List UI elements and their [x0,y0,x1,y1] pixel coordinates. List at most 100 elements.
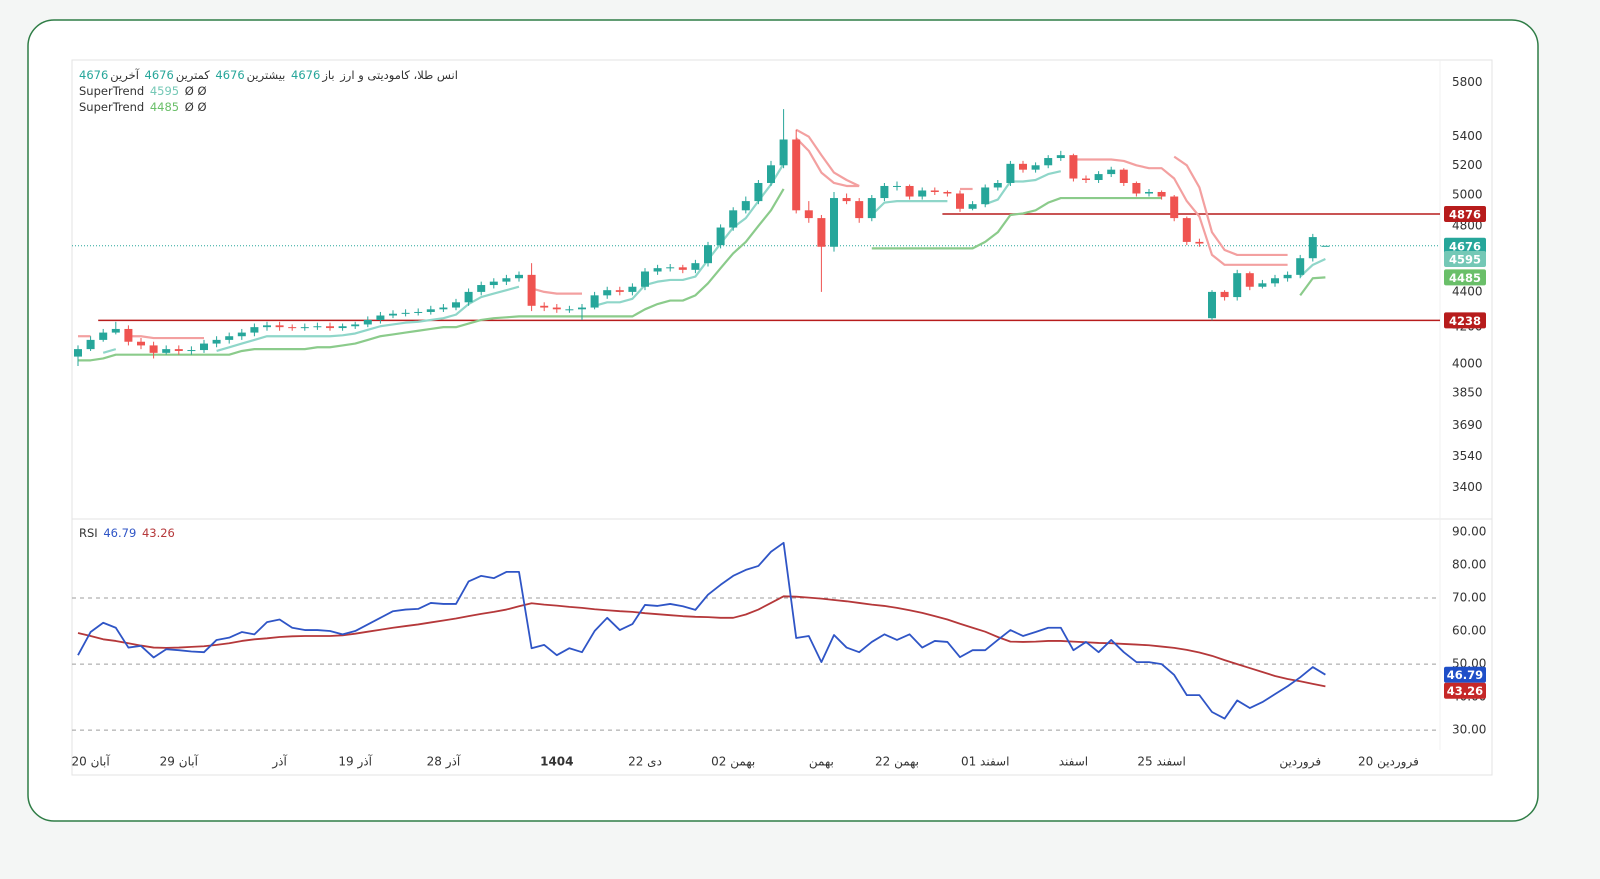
overlay-label: 4485 [1449,271,1481,285]
candle-body [1170,196,1179,219]
legend-extra: Ø Ø [184,84,207,98]
supertrend-line [128,335,204,340]
rsi-line [77,595,1326,688]
candle-body [1069,155,1078,179]
level-label: 4238 [1449,314,1481,328]
candle-body [905,185,914,197]
candle-body [313,326,322,328]
candle-body [729,210,738,228]
candle-body [1132,182,1141,194]
candle-body [376,315,385,320]
legend-extra: Ø Ø [184,100,207,114]
candle-body [741,201,750,211]
supertrend-line [795,137,860,188]
supertrend-line [871,196,1162,250]
rsi-line [77,541,1326,720]
level-label-bg [1444,206,1486,223]
legend-label: کمترین [175,68,210,82]
candle-body [830,198,838,247]
candle-body [515,274,523,279]
candle-body [225,336,234,340]
candle-body [300,327,309,329]
chart-title: انس طلا، کامودیتی و ارز [340,68,458,82]
supertrend-line [594,163,785,307]
candle-body [414,311,423,313]
candle-body [86,339,95,350]
overlay-label: 4595 [1449,253,1481,267]
x-tick-label: اسفند [1059,755,1088,769]
x-tick-label: 20 آبان [71,754,110,769]
y-tick-label: 60.00 [1452,624,1486,638]
candle-body [754,182,763,202]
legend-value: 4676 [79,68,109,82]
legend-value: 4485 [149,100,180,114]
y-tick-label: 4400 [1452,284,1483,298]
y-tick-label: 3850 [1452,386,1483,400]
supertrend-line [531,287,582,295]
x-tick-label: 25 اسفند [1137,755,1185,769]
candle-body [641,271,649,287]
supertrend-line [78,188,785,362]
candle-body [212,339,221,344]
candle-body [477,285,486,292]
candle-body [603,290,612,296]
candle-body [99,332,108,340]
candle-body [1082,178,1090,181]
rsi-legend: RSI 46.79 43.26 [79,525,177,541]
rsi-label: 43.26 [1447,684,1483,698]
level-label-bg [1444,312,1486,329]
candle-body [124,328,133,342]
y-tick-label: 5800 [1452,75,1483,89]
candle-body [149,345,158,353]
candle-body [716,227,725,246]
legend-label: بیشترین [246,68,286,82]
candle-body [1119,169,1128,183]
candle-body [389,313,397,316]
candle-body [666,267,675,269]
legend-label: آخرین [110,68,139,82]
y-tick-label: 3690 [1452,418,1483,432]
legend-name: SuperTrend [79,100,145,114]
candle-body [1208,291,1216,319]
candle-body [200,343,208,351]
candle-body [956,193,964,209]
candle-body [1296,258,1305,275]
candle-body [842,198,851,202]
candle-body [1145,191,1153,194]
supertrend-line [795,128,860,187]
candle-body [1006,163,1015,183]
candle-body [653,268,662,272]
supertrend-line [1299,258,1326,278]
supertrend-line [1173,155,1288,257]
candle-body [628,286,637,292]
x-tick-label: 01 اسفند [961,755,1009,769]
x-tick-label: آذر [271,754,287,770]
candle-body [351,324,360,327]
legend-value: 43.26 [141,526,175,540]
candle-body [1308,237,1317,259]
candle-body [1195,241,1204,244]
candle-body [792,139,801,211]
legend-label: باز [322,68,335,82]
candle-body [275,325,284,328]
y-tick-label: 5400 [1452,129,1483,143]
overlay-label-bg [1444,269,1486,286]
candle-body [540,305,549,308]
y-tick-label: 30.00 [1452,723,1486,737]
x-tick-label: فروردین [1279,755,1321,770]
y-tick-label: 80.00 [1452,557,1486,571]
candle-body [426,309,435,312]
candle-body [817,218,826,247]
candle-body [779,139,788,166]
y-tick-label: 70.00 [1452,590,1486,604]
candle-body [1107,169,1116,175]
candle-body [1321,245,1330,247]
overlay-legend: SuperTrend 4595 Ø Ø [79,83,209,99]
candle-body [981,187,990,205]
candle-body [162,349,171,353]
price-legend: 4676 آخرین 4676 کمترین 4676 بیشترین 4676 باز… [79,67,460,83]
supertrend-line [102,348,117,354]
candle-body [930,190,939,192]
candle-body [174,349,183,351]
candle-body [237,332,246,337]
